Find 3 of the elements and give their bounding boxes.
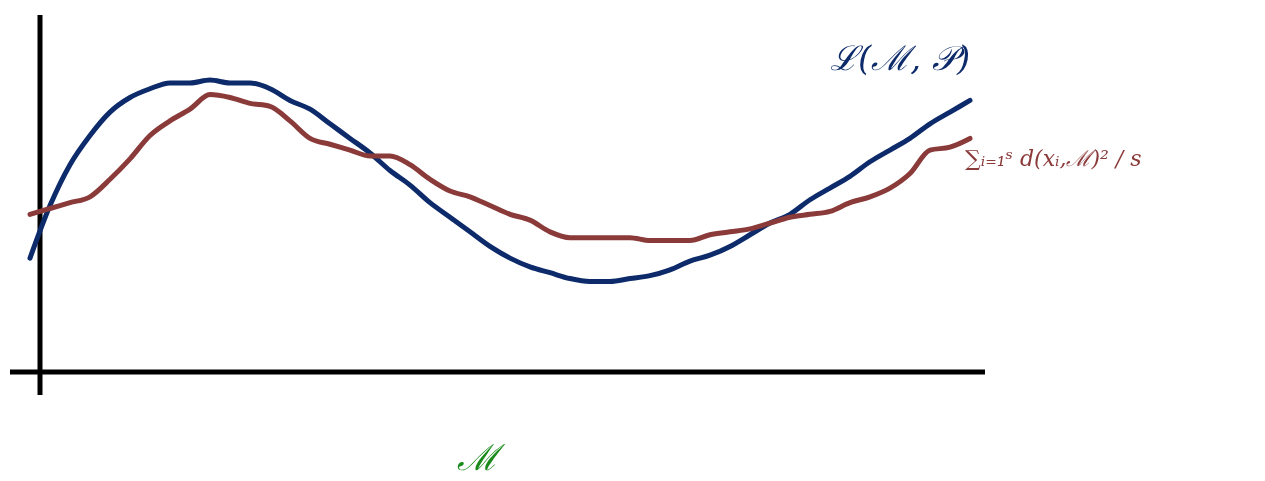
series-label: ∑ᵢ₌₁ˢ d(xᵢ,ℳ)² / s [965,146,1142,172]
series-label: ℒ(ℳ, 𝒫) [830,38,971,79]
x-axis-title: ℳ [457,437,505,478]
